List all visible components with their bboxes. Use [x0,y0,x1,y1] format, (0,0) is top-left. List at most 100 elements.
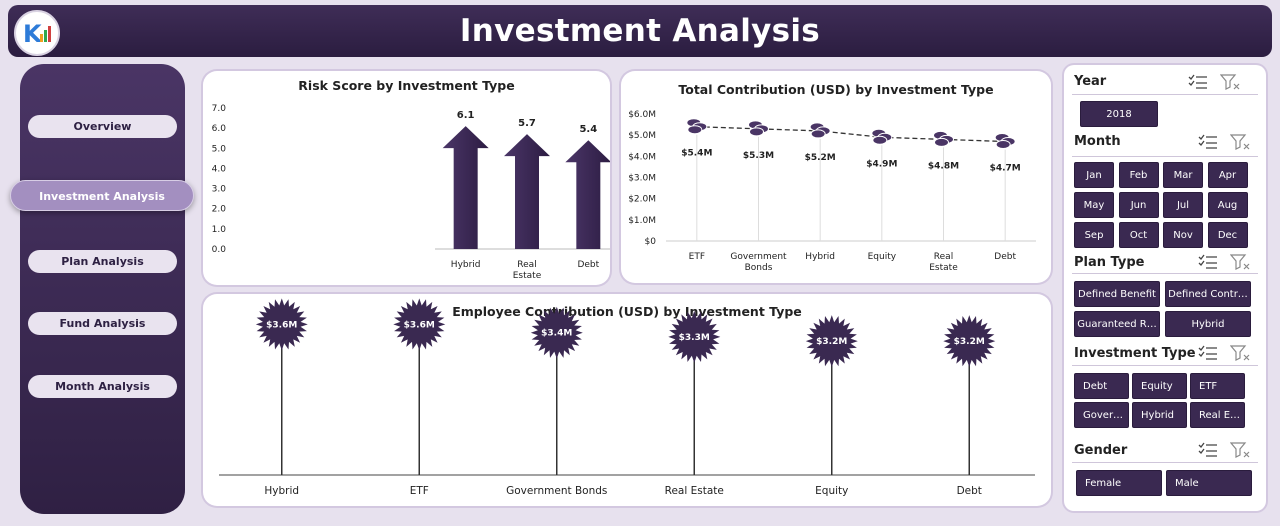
month-chip-mar[interactable]: Mar [1163,162,1203,188]
clear-filter-icon[interactable] [1220,74,1240,90]
coin-stack-icon [933,130,954,147]
y-tick-label: $2.0M [628,195,656,205]
year-slicer-divider [1072,94,1258,95]
gender-male-chip[interactable]: Male [1166,470,1252,496]
risk-arrow-bar [565,140,610,249]
contribution-data-label: $4.7M [990,164,1021,174]
employee-data-label: $3.2M [816,337,847,347]
x-tick-label: Hybrid [264,485,299,497]
month-chip-jan[interactable]: Jan [1074,162,1114,188]
employee-data-label: $3.6M [404,320,435,330]
plan-type-chip[interactable]: Hybrid [1165,311,1251,337]
coin [934,137,949,147]
svg-text:K: K [23,20,43,48]
x-tick-label: Government [730,252,787,262]
month-chip-dec[interactable]: Dec [1207,222,1248,248]
month-chip-may[interactable]: May [1074,192,1114,218]
risk-data-label: 5.7 [518,118,536,129]
nav-month-analysis-button[interactable]: Month Analysis [28,375,177,398]
coin [995,140,1011,150]
clear-filter-icon[interactable] [1230,134,1250,150]
nav-plan-analysis-button[interactable]: Plan Analysis [28,250,177,273]
investment-type-chip[interactable]: Debt [1074,373,1129,399]
coin [810,129,826,139]
investment-type-chip[interactable]: Real E… [1190,402,1245,428]
x-tick-label: Bonds [745,263,773,273]
nav-fund-analysis-button[interactable]: Fund Analysis [28,312,177,335]
month-chip-nov[interactable]: Nov [1163,222,1203,248]
year-slicer-label: Year [1074,74,1107,89]
employee-contribution-chart: $3.6M Hybrid $3.6M ETF $3.4M Government Bonds… [219,298,1035,497]
clear-filter-icon[interactable] [1230,345,1250,361]
multi-select-icon[interactable] [1188,74,1208,90]
contribution-data-label: $5.4M [681,149,712,159]
total-contribution-panel: Total Contribution (USD) by Investment T… [621,71,1051,283]
investment-type-slicer-divider [1072,365,1258,366]
risk-arrow-bar [442,126,489,249]
slicer-panel: Year 2018 Month Plan Type Defined Benefi… [1064,65,1266,511]
month-chip-jul[interactable]: Jul [1163,192,1203,218]
multi-select-icon[interactable] [1198,345,1218,361]
plan-type-slicer-divider [1072,273,1258,274]
x-tick-label: Estate [513,271,542,281]
y-tick-label: 1.0 [212,225,227,235]
coin-stack-icon [748,120,769,137]
month-chip-feb[interactable]: Feb [1118,162,1159,188]
x-tick-label: Estate [929,263,958,273]
risk-data-label: 5.4 [579,124,597,135]
x-tick-label: Debt [577,260,599,270]
gender-slicer-label: Gender [1074,443,1128,458]
starburst-marker [805,315,858,368]
multi-select-icon[interactable] [1198,254,1218,270]
x-tick-label: Government Bonds [506,485,607,497]
x-tick-label: Real [934,252,953,262]
clear-filter-icon[interactable] [1230,254,1250,270]
coin [872,135,888,145]
y-tick-label: 3.0 [212,185,227,195]
employee-data-label: $3.6M [266,320,297,330]
y-tick-label: 0.0 [212,245,227,255]
gender-female-chip[interactable]: Female [1076,470,1162,496]
y-tick-label: 2.0 [212,205,227,215]
month-chip-jun[interactable]: Jun [1118,192,1159,218]
multi-select-icon[interactable] [1198,134,1218,150]
plan-type-chip[interactable]: Defined Contr… [1165,281,1251,307]
coin [749,127,764,137]
y-tick-label: 7.0 [212,104,227,114]
y-tick-label: $5.0M [628,131,656,141]
multi-select-icon[interactable] [1198,442,1218,458]
investment-type-chip[interactable]: Equity [1132,373,1187,399]
investment-type-chip[interactable]: Gover… [1074,402,1129,428]
month-chip-sep[interactable]: Sep [1074,222,1114,248]
header-bar: Investment Analysis [8,5,1272,57]
month-chip-aug[interactable]: Aug [1207,192,1248,218]
investment-type-slicer-label: Investment Type [1074,346,1196,361]
year-2018-chip[interactable]: 2018 [1080,101,1158,127]
x-tick-label: Hybrid [451,260,481,270]
coin-stack-icon [871,128,893,145]
rk-logo-icon: K [14,10,60,56]
clear-filter-icon[interactable] [1230,442,1250,458]
coin-stack-icon [809,122,831,139]
plan-type-chip[interactable]: Guaranteed R… [1074,311,1160,337]
sidebar [20,64,185,514]
risk-data-label: 6.1 [457,110,475,121]
y-tick-label: $4.0M [628,152,656,162]
employee-data-label: $3.2M [954,337,985,347]
investment-type-chip[interactable]: ETF [1190,373,1245,399]
employee-data-label: $3.3M [679,333,710,343]
month-slicer-divider [1072,156,1258,157]
risk-arrow-bar [504,134,550,249]
month-chip-oct[interactable]: Oct [1118,222,1159,248]
plan-type-chip[interactable]: Defined Benefit [1074,281,1160,307]
x-tick-label: ETF [689,252,705,262]
risk-score-chart: 0.0 1.0 2.0 3.0 4.0 5.0 6.0 7.0 6.1 Hybrid 5.7 Real… [212,104,610,281]
y-tick-label: $1.0M [628,216,656,226]
y-tick-label: $3.0M [628,174,656,184]
x-tick-label: Hybrid [805,252,835,262]
coin-stack-icon [994,133,1016,150]
investment-type-chip[interactable]: Hybrid [1132,402,1187,428]
nav-overview-button[interactable]: Overview [28,115,177,138]
nav-investment-analysis-button[interactable]: Investment Analysis [10,180,194,211]
month-chip-apr[interactable]: Apr [1207,162,1248,188]
